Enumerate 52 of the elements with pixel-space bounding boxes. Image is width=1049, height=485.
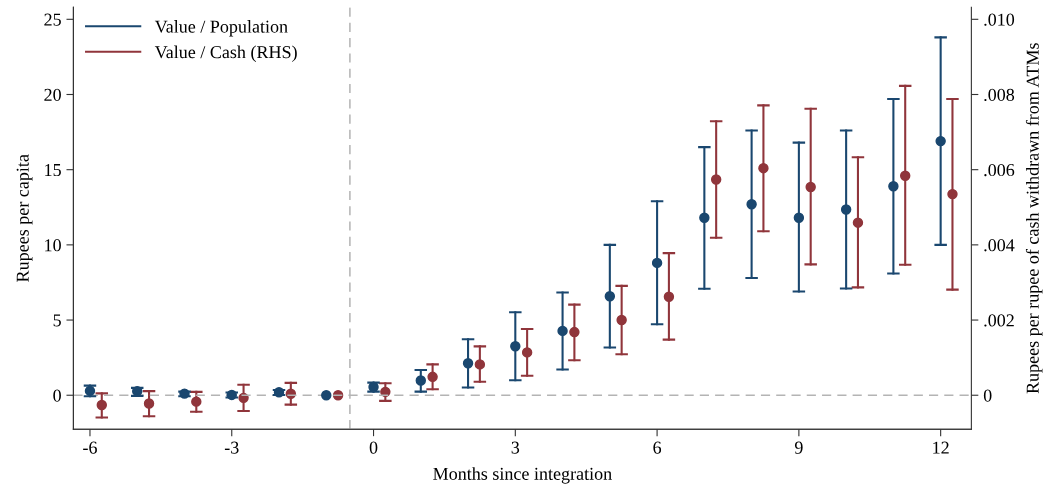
y-tick-label: 5 (53, 314, 61, 327)
point (569, 326, 580, 338)
y2-tick-label: 0 (983, 389, 992, 402)
x-tick-label: 3 (511, 441, 520, 454)
y2-axis-title: Rupees per rupee of cash withdrawn from ATMs (1025, 43, 1043, 394)
point (557, 325, 568, 337)
point (462, 358, 474, 369)
point (96, 399, 107, 411)
y2-tick-label: .006 (984, 163, 1015, 177)
y2-tick-label: .002 (984, 314, 1014, 327)
y2-tick-label: .010 (984, 13, 1015, 26)
y-tick-label: 0 (53, 389, 61, 402)
point (793, 212, 805, 224)
point (510, 341, 521, 352)
y-tick-label: 10 (45, 239, 61, 252)
point (805, 181, 816, 193)
x-tick-label: 12 (933, 441, 949, 454)
point (663, 291, 675, 302)
point (651, 257, 663, 269)
y-axis-title: Rupees per capita (16, 154, 33, 282)
x-tick-label: 6 (653, 441, 662, 454)
legend-label: Value / Population (154, 20, 288, 37)
point (521, 347, 533, 358)
point (427, 371, 438, 383)
x-tick-label: -3 (224, 441, 239, 454)
point (710, 174, 722, 185)
x-tick-label: 0 (369, 441, 378, 454)
x-tick-label: -6 (83, 441, 97, 454)
point (888, 181, 899, 192)
point (935, 135, 946, 147)
point (947, 188, 958, 200)
point (321, 390, 332, 401)
point (758, 162, 769, 174)
y-tick-label: 15 (45, 164, 61, 177)
legend-label: Value / Cash (RHS) (154, 45, 297, 62)
y-tick-label: 25 (44, 13, 61, 26)
point (143, 398, 155, 409)
x-tick-label: 9 (794, 441, 803, 454)
y-tick-label: 20 (44, 88, 61, 101)
point (840, 204, 852, 215)
point (852, 217, 864, 228)
x-axis-title: Months since integration (433, 467, 612, 484)
point (604, 291, 616, 302)
point (415, 375, 427, 386)
point (699, 212, 710, 224)
point (191, 396, 202, 407)
y2-tick-label: .004 (984, 239, 1015, 252)
point (474, 359, 486, 370)
point (900, 170, 911, 181)
y2-tick-label: .008 (984, 88, 1015, 102)
point (746, 199, 757, 210)
point (616, 314, 627, 326)
